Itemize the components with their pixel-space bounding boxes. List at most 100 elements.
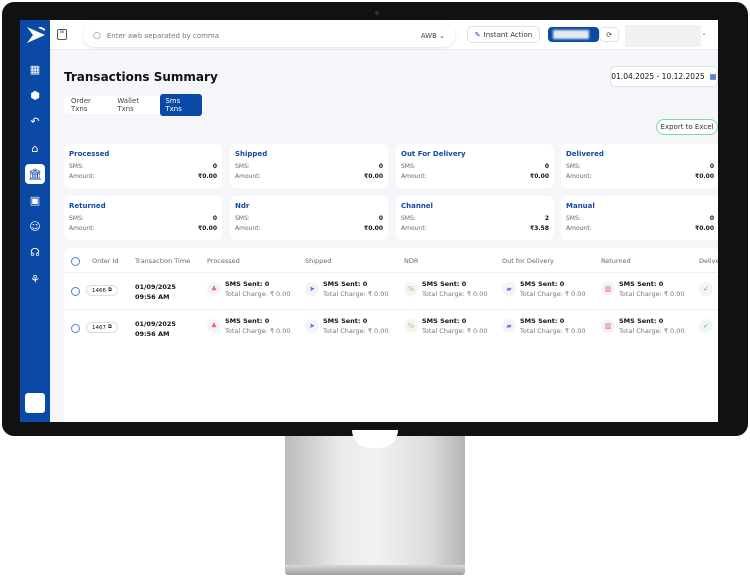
- summary-card-channel: Channel SMS: 2 Amount: ₹3.58: [396, 196, 554, 240]
- row-checkbox[interactable]: [71, 324, 80, 333]
- column-header: Delive: [699, 257, 718, 265]
- export-excel-button[interactable]: Export to Excel: [656, 119, 718, 135]
- status-cell: ✓: [699, 280, 713, 296]
- status-cell: ♣ SMS Sent: 0 Total Charge: ₹ 0.00: [207, 317, 291, 335]
- amount-label: Amount:: [69, 225, 95, 232]
- bank-icon[interactable]: 🏛: [25, 164, 45, 184]
- summary-card-returned: Returned SMS: 0 Amount: ₹0.00: [64, 196, 222, 240]
- monitor-stand: [285, 436, 465, 566]
- amount-value: ₹0.00: [198, 225, 217, 232]
- status-cell: ➤ SMS Sent: 0 Total Charge: ₹ 0.00: [305, 317, 389, 335]
- column-header: Out for Delivery: [502, 257, 554, 265]
- status-cell: ♣ SMS Sent: 0 Total Charge: ₹ 0.00: [207, 280, 291, 298]
- column-header: Transaction Time: [135, 257, 191, 265]
- status-cell: ➤ SMS Sent: 0 Total Charge: ₹ 0.00: [305, 280, 389, 298]
- status-cell: ▰ SMS Sent: 0 Total Charge: ₹ 0.00: [502, 280, 586, 298]
- card-title: Processed: [69, 150, 110, 158]
- calendar-icon: ▦: [709, 72, 717, 81]
- logo: [27, 27, 45, 43]
- top-bar: ≡ ○ Enter awb separated by comma AWB ⌄ ✎…: [50, 20, 718, 50]
- amount-value: ₹0.00: [198, 173, 217, 180]
- amount-label: Amount:: [235, 173, 261, 180]
- sms-label: SMS:: [69, 163, 84, 170]
- table-row: 1467 ⧉ 01/09/2025 09:56 AM ♣ SMS Sent: 0 Tota…: [64, 309, 718, 346]
- status-cell: % SMS Sent: 0 Total Charge: ₹ 0.00: [404, 317, 488, 335]
- sms-label: SMS:: [566, 163, 581, 170]
- search-input[interactable]: ○ Enter awb separated by comma AWB ⌄: [83, 24, 455, 47]
- column-header: Shipped: [305, 257, 332, 265]
- order-id-badge[interactable]: 1466 ⧉: [86, 285, 118, 296]
- headset-icon[interactable]: ☊: [30, 245, 40, 259]
- table-row: 1466 ⧉ 01/09/2025 09:56 AM ♣ SMS Sent: 0 Tota…: [64, 272, 718, 309]
- return-icon[interactable]: ↶: [30, 114, 40, 128]
- amount-label: Amount:: [401, 173, 427, 180]
- transaction-time: 01/09/2025 09:56 AM: [135, 320, 176, 338]
- refresh-button[interactable]: ⟳: [599, 27, 619, 42]
- ndr-icon: %: [404, 319, 418, 333]
- amount-value: ₹0.00: [695, 173, 714, 180]
- dashboard-icon[interactable]: ▦: [29, 62, 41, 76]
- column-header: Processed: [207, 257, 240, 265]
- date-range-picker[interactable]: 01.04.2025 - 10.12.2025 ▦: [610, 66, 718, 87]
- sms-label: SMS:: [401, 163, 416, 170]
- search-icon: ○: [93, 30, 101, 41]
- select-all-checkbox[interactable]: [71, 257, 80, 266]
- package-icon[interactable]: ⬢: [30, 88, 40, 102]
- tab-sms-txns[interactable]: Sms Txns: [160, 94, 202, 116]
- stand-cutout: [352, 430, 398, 448]
- chevron-down-icon[interactable]: ⌄: [701, 29, 707, 37]
- card-title: Channel: [401, 202, 433, 210]
- sms-count: 0: [212, 215, 217, 222]
- copy-icon[interactable]: ⧉: [108, 287, 112, 293]
- order-id-badge[interactable]: 1467 ⧉: [86, 322, 118, 333]
- card-title: Ndr: [235, 202, 250, 210]
- card-title: Delivered: [566, 150, 604, 158]
- returned-icon: ▥: [601, 319, 615, 333]
- user-icon[interactable]: ☺: [29, 219, 41, 233]
- wallet-button[interactable]: [548, 27, 599, 42]
- summary-card-ndr: Ndr SMS: 0 Amount: ₹0.00: [230, 196, 388, 240]
- search-type-select[interactable]: AWB ⌄: [420, 31, 445, 40]
- processed-icon: ♣: [207, 319, 221, 333]
- box-icon[interactable]: ▣: [29, 193, 41, 207]
- screen: ▦ ⬢ ↶ ⌂ 🏛 ▣ ☺ ☊ ⚘ ≡ ○ Enter awb separate…: [20, 20, 718, 422]
- status-cell: ▥ SMS Sent: 0 Total Charge: ₹ 0.00: [601, 280, 685, 298]
- copy-icon[interactable]: ⧉: [108, 324, 112, 330]
- summary-card-out-for-delivery: Out For Delivery SMS: 0 Amount: ₹0.00: [396, 144, 554, 188]
- sms-count: 2: [544, 215, 549, 222]
- transactions-table: Order Id Transaction Time Processed Shipped…: [64, 248, 718, 422]
- delivered-icon: ✓: [699, 282, 713, 296]
- webhook-icon[interactable]: ⚘: [30, 272, 40, 286]
- row-checkbox[interactable]: [71, 287, 80, 296]
- amount-value: ₹0.00: [695, 225, 714, 232]
- amount-value: ₹0.00: [530, 173, 549, 180]
- amount-label: Amount:: [566, 173, 592, 180]
- card-title: Out For Delivery: [401, 150, 466, 158]
- truck-icon: ▰: [502, 282, 516, 296]
- sms-label: SMS:: [401, 215, 416, 222]
- column-header: NDR: [404, 257, 419, 265]
- search-placeholder: Enter awb separated by comma: [106, 31, 219, 40]
- sms-count: 0: [544, 163, 549, 170]
- amount-label: Amount:: [235, 225, 261, 232]
- account-menu[interactable]: [625, 25, 701, 47]
- menu-icon[interactable]: ≡: [57, 29, 67, 40]
- instant-action-button[interactable]: ✎ Instant Action: [467, 26, 540, 43]
- avatar[interactable]: [25, 393, 45, 413]
- tab-order-txns[interactable]: Order Txns: [71, 97, 91, 113]
- ndr-icon: %: [404, 282, 418, 296]
- shipped-icon: ➤: [305, 319, 319, 333]
- amount-label: Amount:: [566, 225, 592, 232]
- processed-icon: ♣: [207, 282, 221, 296]
- sms-count: 0: [709, 163, 714, 170]
- summary-card-delivered: Delivered SMS: 0 Amount: ₹0.00: [561, 144, 718, 188]
- sms-label: SMS:: [566, 215, 581, 222]
- status-cell: ✓: [699, 317, 713, 333]
- amount-value: ₹3.58: [530, 225, 549, 232]
- returned-icon: ▥: [601, 282, 615, 296]
- bag-icon[interactable]: ⌂: [31, 141, 39, 155]
- card-title: Returned: [69, 202, 106, 210]
- card-title: Manual: [566, 202, 595, 210]
- amount-label: Amount:: [401, 225, 427, 232]
- tab-wallet-txns[interactable]: Wallet Txns: [117, 97, 140, 113]
